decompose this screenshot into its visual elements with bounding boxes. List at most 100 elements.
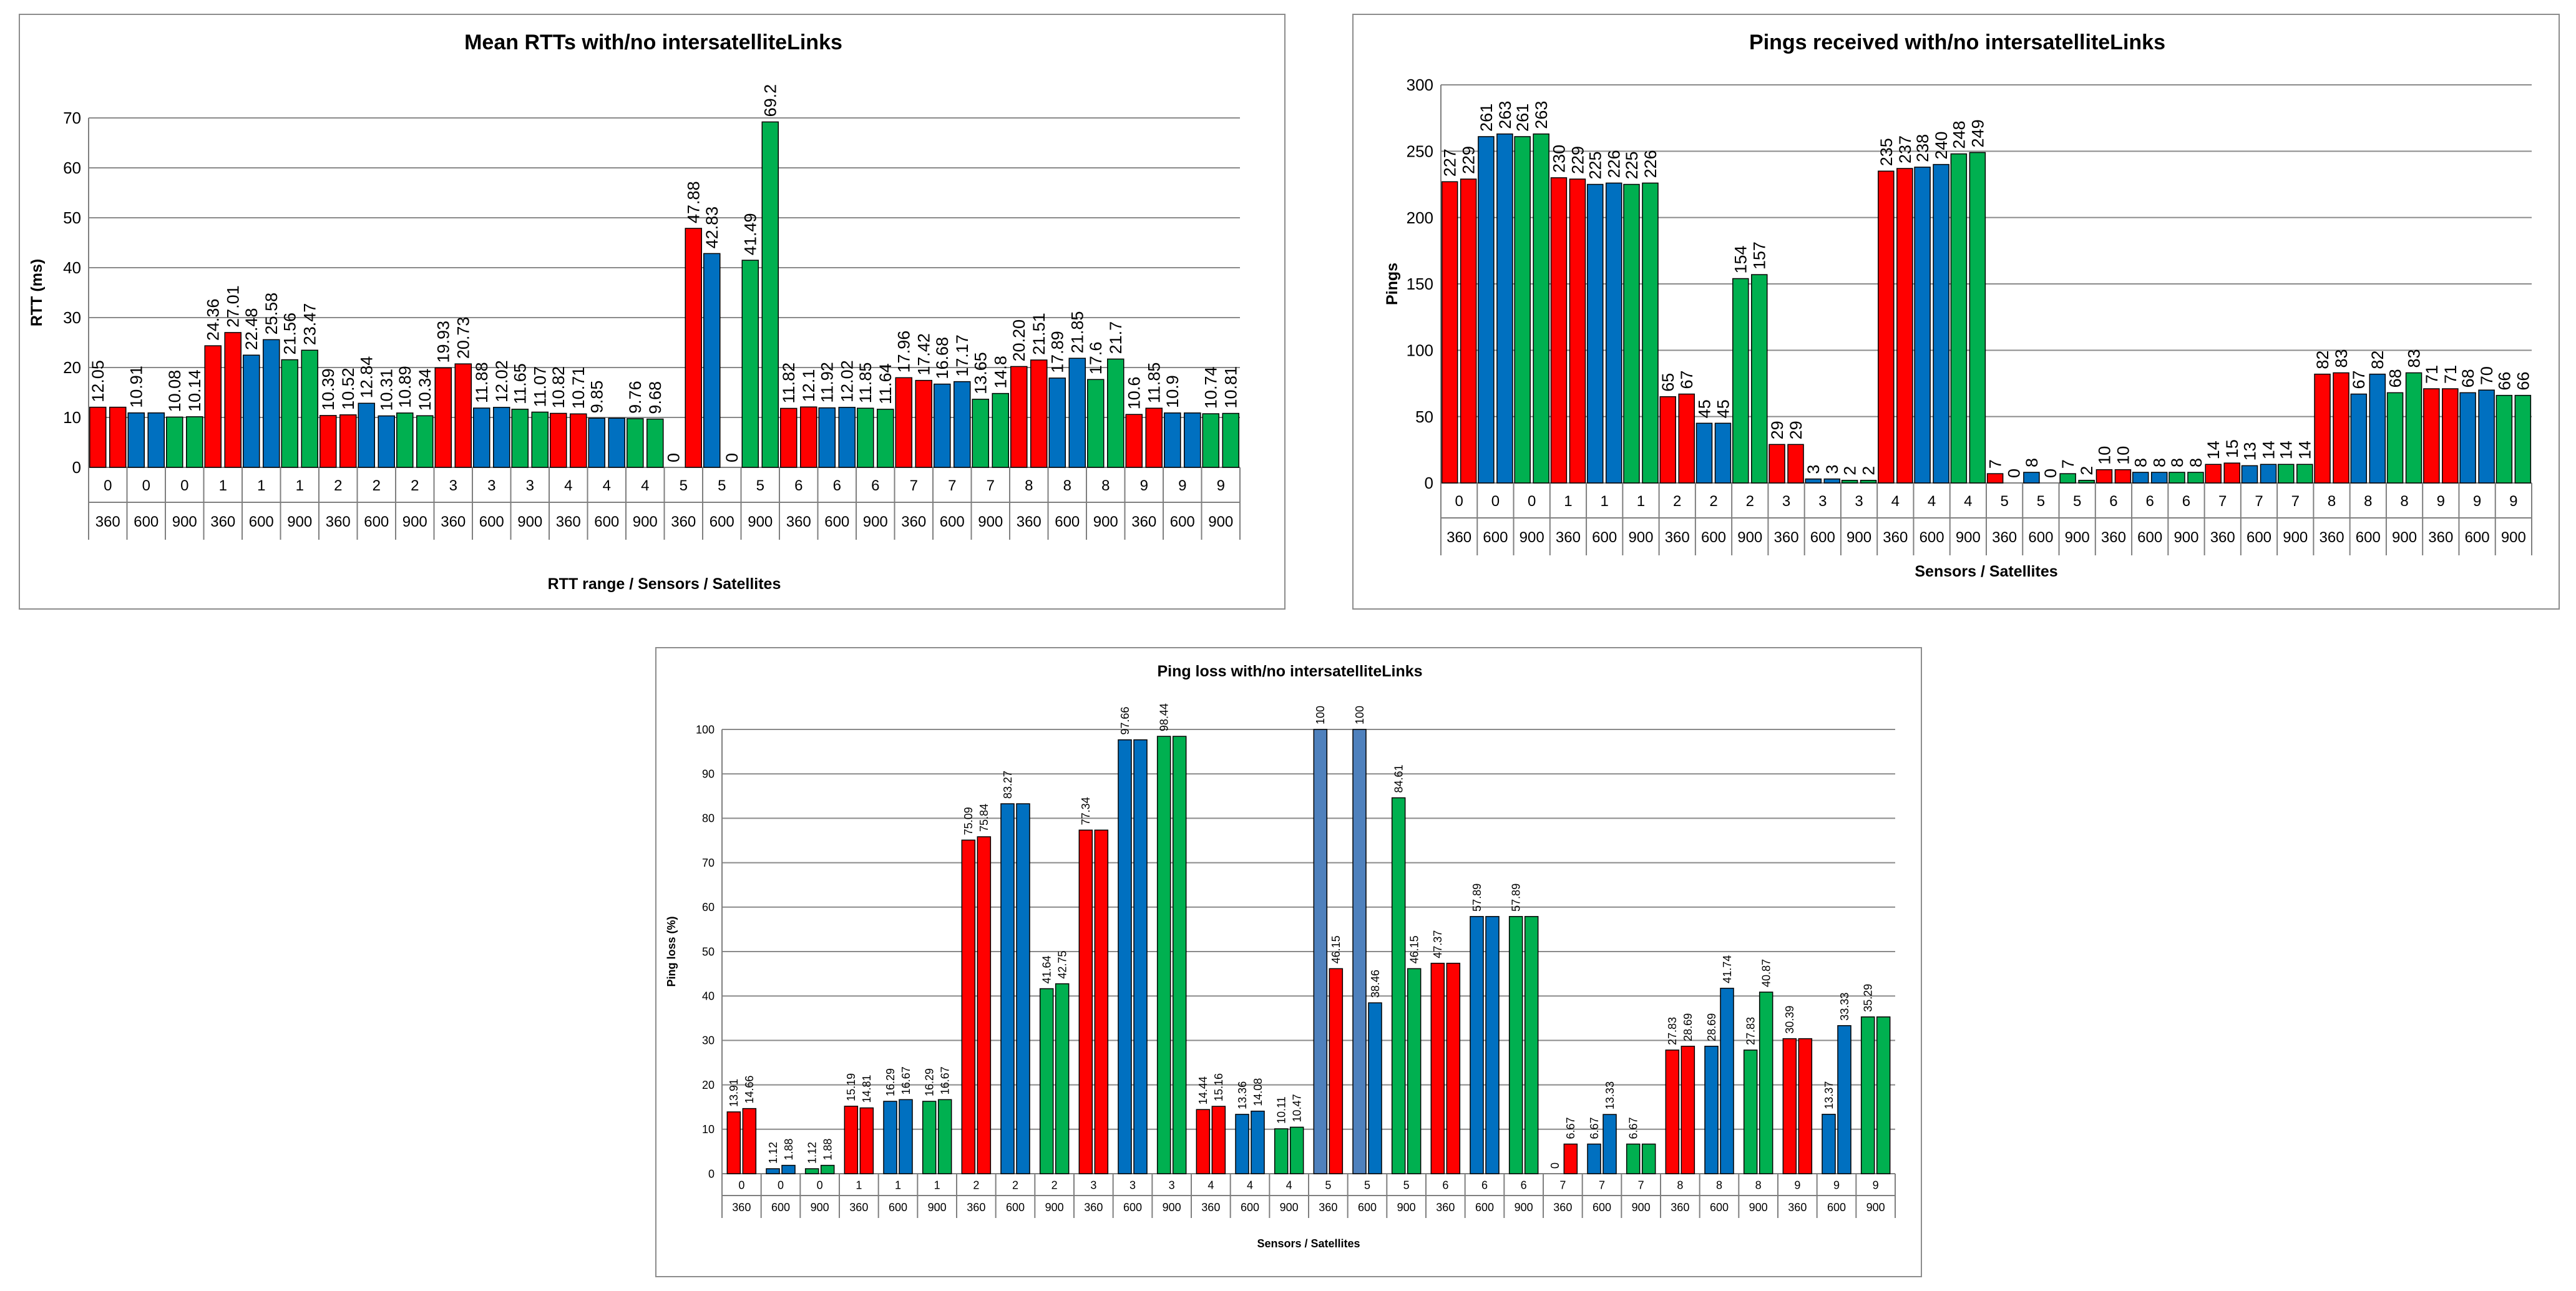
x-satellites-label: 900 — [2501, 529, 2526, 546]
bar — [378, 415, 395, 468]
x-range-label: 4 — [1891, 493, 1900, 510]
data-label: 23.47 — [301, 303, 320, 346]
data-label: 38.46 — [1369, 970, 1382, 998]
x-satellites-label: 600 — [249, 514, 274, 530]
bar — [358, 402, 375, 468]
x-satellites-label: 900 — [928, 1201, 947, 1214]
bar — [838, 407, 856, 468]
x-range-label: 0 — [817, 1179, 823, 1191]
bar — [1659, 396, 1676, 484]
bar — [1587, 1143, 1601, 1174]
data-label: 65 — [1659, 373, 1677, 392]
bar — [1125, 414, 1143, 468]
x-satellites-label: 900 — [1737, 529, 1762, 546]
x-range-label: 5 — [756, 477, 764, 494]
data-label: 14 — [2296, 441, 2315, 459]
x-range-label: 3 — [487, 477, 495, 494]
x-range-label: 0 — [1455, 493, 1463, 510]
x-satellites-label: 600 — [710, 514, 734, 530]
bar — [646, 418, 664, 468]
bar — [1055, 983, 1070, 1174]
data-label: 30.39 — [1783, 1006, 1796, 1034]
data-label: 11.65 — [511, 363, 530, 404]
data-label: 17.89 — [1048, 331, 1067, 373]
x-range-label: 3 — [1129, 1179, 1136, 1191]
x-satellites-label: 900 — [748, 514, 773, 530]
bar — [1196, 1109, 1211, 1174]
bar — [1094, 829, 1109, 1174]
chart-panel-mean-rtt: Mean RTTs with/no intersatelliteLinks 0 10… — [19, 14, 1286, 610]
data-label: 249 — [1968, 119, 1987, 147]
bar — [454, 363, 472, 468]
x-range-label: 3 — [1782, 493, 1790, 510]
data-label: 29 — [1787, 421, 1805, 439]
x-range-label: 6 — [2182, 493, 2190, 510]
bar — [1950, 153, 1968, 484]
data-label: 13.36 — [1236, 1081, 1249, 1109]
x-range-label: 7 — [2291, 493, 2300, 510]
data-label: 226 — [1605, 150, 1624, 178]
bar — [2296, 464, 2313, 484]
x-satellites-label: 360 — [1992, 529, 2017, 546]
data-label: 10.82 — [549, 366, 568, 409]
x-satellites-label: 600 — [1241, 1201, 1259, 1214]
y-tick-label: 300 — [1407, 76, 1433, 94]
bar — [204, 345, 222, 468]
bar — [1769, 444, 1785, 484]
x-satellites-label: 600 — [2028, 529, 2053, 546]
bar — [1878, 170, 1895, 484]
bar — [1751, 274, 1768, 484]
x-range-label: 2 — [411, 477, 419, 494]
data-label: 10.9 — [1163, 375, 1182, 408]
y-axis-title: Ping loss (%) — [665, 916, 678, 987]
x-range-label: 1 — [257, 477, 265, 494]
data-label: 16.68 — [933, 337, 952, 379]
data-label: 82 — [2368, 351, 2387, 369]
bar — [1732, 278, 1749, 484]
data-label: 41.49 — [741, 213, 760, 256]
data-label: 98.44 — [1158, 703, 1170, 731]
bar — [1478, 136, 1495, 484]
x-satellites-label: 360 — [732, 1201, 751, 1214]
data-label: 10.89 — [396, 366, 414, 408]
bar — [263, 339, 280, 468]
x-satellites-label: 360 — [786, 514, 811, 530]
y-tick-label: 0 — [1425, 474, 1433, 492]
y-tick-label: 30 — [63, 308, 81, 327]
bar — [434, 367, 452, 468]
bar — [857, 407, 874, 468]
bar — [859, 1107, 874, 1174]
data-label: 0 — [1549, 1162, 1561, 1169]
x-satellites-label: 900 — [1749, 1201, 1768, 1214]
bar — [531, 411, 549, 468]
bar — [1681, 1045, 1695, 1174]
x-range-label: 6 — [2109, 493, 2117, 510]
data-label: 84.61 — [1392, 765, 1405, 793]
x-satellites-label: 600 — [2137, 529, 2162, 546]
bar — [937, 1099, 952, 1174]
data-label: 229 — [1460, 146, 1478, 174]
bar — [1837, 1025, 1852, 1174]
x-range-label: 9 — [1217, 477, 1225, 494]
x-satellites-label: 600 — [1483, 529, 1508, 546]
x-range-label: 2 — [1746, 493, 1754, 510]
bar — [1704, 1045, 1719, 1174]
chart-title: Ping loss with/no intersatelliteLinks — [1157, 663, 1422, 680]
x-satellites-label: 600 — [364, 514, 389, 530]
data-label: 75.09 — [962, 807, 975, 835]
x-range-label: 5 — [2073, 493, 2081, 510]
x-range-label: 8 — [2364, 493, 2372, 510]
bar — [1172, 736, 1187, 1174]
bar — [1969, 152, 1986, 484]
bar — [1485, 916, 1500, 1174]
bar — [1841, 479, 1858, 484]
bar — [1514, 136, 1531, 484]
bar — [1550, 177, 1568, 484]
x-range-label: 9 — [1873, 1179, 1879, 1191]
x-range-label: 6 — [1481, 1179, 1488, 1191]
x-range-label: 7 — [910, 477, 918, 494]
data-label: 10.47 — [1290, 1094, 1303, 1122]
x-range-label: 3 — [1818, 493, 1827, 510]
x-range-label: 7 — [948, 477, 956, 494]
data-label: 69.2 — [761, 84, 780, 117]
